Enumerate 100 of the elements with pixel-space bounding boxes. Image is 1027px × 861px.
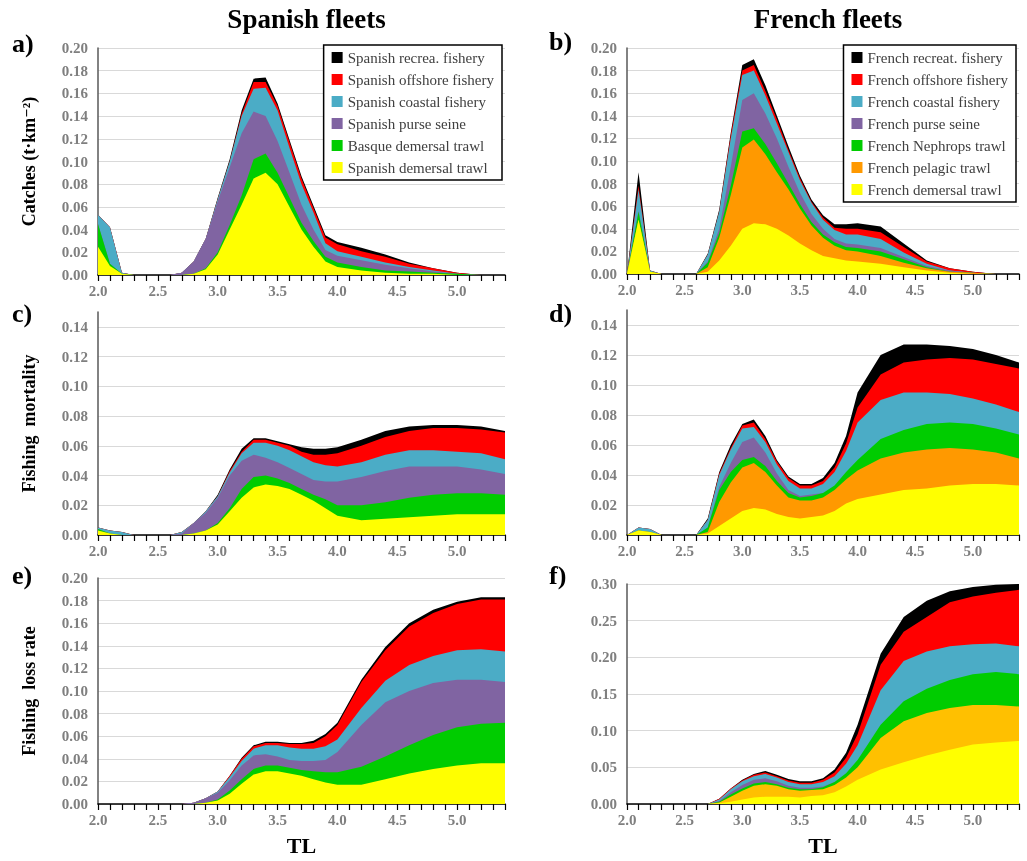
x-tick-label: 4.0 (848, 542, 867, 559)
x-tick-label: 2.0 (88, 542, 108, 559)
y-tick-label: 0.20 (590, 649, 617, 666)
y-tick-label: 0.02 (61, 244, 88, 261)
y-tick-label: 0.18 (61, 592, 88, 609)
x-tick-label: 4.5 (905, 811, 925, 828)
x-tick-label: 4.0 (848, 811, 867, 828)
y-tick-label: 0.00 (61, 796, 88, 812)
x-tick-label: 5.0 (447, 282, 467, 299)
y-tick-label: 0.00 (61, 527, 88, 543)
y-tick-label: 0.16 (590, 85, 618, 102)
y-tick-label: 0.08 (590, 175, 617, 192)
y-tick-label: 0.14 (590, 317, 618, 333)
y-tick-label: 0.02 (590, 243, 617, 260)
legend-label: Spanish recrea. fishery (347, 49, 486, 66)
x-tick-label: 5.0 (447, 811, 467, 828)
y-tick-label: 0.08 (61, 705, 88, 722)
x-tick-label: 4.0 (328, 811, 347, 828)
y-tick-label: 0.14 (590, 107, 618, 124)
y-tick-label: 0.15 (590, 686, 617, 702)
text: e) (12, 560, 33, 590)
x-tick-label: 4.0 (328, 542, 347, 559)
legend-label: French pelagic trawl (867, 159, 991, 176)
x-tick-label: 3.5 (790, 542, 810, 559)
y-tick-label: 0.04 (61, 750, 89, 767)
x-tick-label: 3.0 (208, 811, 228, 828)
y-tick-label: 0.00 (590, 527, 617, 543)
x-tick-label: 2.5 (675, 281, 695, 298)
legend-label: French coastal fishery (867, 93, 1001, 110)
x-tick-label: 2.5 (148, 282, 168, 299)
y-tick-label: 0.04 (590, 220, 618, 237)
text: f) (549, 560, 567, 590)
y-tick-label: 0.12 (61, 660, 88, 677)
y-tick-label: 0.18 (61, 62, 88, 79)
x-tick-label: 4.5 (905, 281, 925, 298)
y-tick-label: 0.16 (61, 85, 89, 102)
legend-label: French recreat. fishery (867, 49, 1004, 66)
chart-title: French fleets (753, 3, 903, 34)
y-axis-title: Fishing loss rate (19, 626, 39, 756)
y-tick-label: 0.04 (61, 221, 89, 238)
y-tick-label: 0.20 (590, 40, 617, 56)
y-tick-label: 0.10 (590, 153, 617, 169)
legend-label: French purse seine (867, 115, 981, 132)
legend-label: French Nephrops trawl (867, 137, 1006, 154)
y-tick-label: 0.12 (590, 347, 617, 363)
y-tick-label: 0.00 (590, 796, 617, 812)
y-tick-label: 0.20 (61, 40, 88, 56)
legend-label: Basque demersal trawl (347, 137, 485, 154)
y-tick-label: 0.08 (61, 408, 88, 425)
x-tick-label: 4.5 (387, 811, 407, 828)
x-tick-label: 3.0 (732, 542, 752, 559)
y-tick-label: 0.05 (590, 759, 617, 776)
x-tick-label: 2.5 (675, 811, 695, 828)
x-tick-label: 2.0 (88, 282, 108, 299)
x-tick-label: 3.0 (208, 542, 228, 559)
x-tick-label: 4.5 (905, 542, 925, 559)
y-tick-label: 0.08 (590, 407, 617, 423)
y-axis-title: Fishing mortality (19, 354, 39, 493)
x-tick-label: 3.5 (268, 282, 287, 299)
x-tick-label: 3.0 (732, 281, 752, 298)
legend-label: French demersal trawl (867, 181, 1002, 198)
x-tick-label: 4.0 (848, 281, 867, 298)
y-tick-label: 0.08 (61, 176, 88, 193)
x-tick-label: 3.0 (732, 811, 752, 828)
y-tick-label: 0.12 (61, 130, 88, 147)
y-tick-label: 0.06 (61, 198, 89, 215)
x-tick-label: 2.5 (148, 542, 168, 559)
x-tick-label: 3.5 (268, 811, 287, 828)
y-tick-label: 0.14 (61, 318, 89, 335)
x-tick-label: 4.0 (328, 282, 347, 299)
legend-label: Spanish demersal trawl (347, 159, 488, 176)
y-tick-label: 0.10 (61, 153, 88, 170)
y-tick-label: 0.10 (61, 378, 88, 395)
y-tick-label: 0.06 (590, 437, 618, 453)
x-tick-label: 3.0 (208, 282, 228, 299)
y-tick-label: 0.18 (590, 62, 617, 79)
text: d) (549, 298, 573, 328)
y-tick-label: 0.06 (61, 728, 89, 745)
y-tick-label: 0.02 (61, 773, 88, 790)
y-tick-label: 0.30 (590, 576, 617, 592)
x-tick-label: 5.0 (963, 542, 983, 559)
text: b) (549, 26, 573, 56)
text: c) (12, 298, 33, 328)
y-tick-label: 0.12 (590, 130, 617, 147)
x-tick-label: 3.5 (790, 811, 810, 828)
x-axis-title: TL (808, 832, 838, 858)
y-tick-label: 0.04 (61, 467, 89, 484)
y-tick-label: 0.06 (61, 437, 89, 454)
legend-label: Spanish purse seine (347, 115, 467, 132)
text: a) (12, 28, 34, 58)
x-tick-label: 2.5 (148, 811, 168, 828)
y-tick-label: 0.14 (61, 637, 89, 654)
y-tick-label: 0.10 (61, 683, 88, 699)
y-tick-label: 0.16 (61, 615, 89, 632)
x-tick-label: 4.5 (387, 282, 407, 299)
x-axis-title: TL (286, 832, 317, 858)
x-tick-label: 5.0 (963, 281, 983, 298)
y-tick-label: 0.25 (590, 612, 617, 629)
y-tick-label: 0.00 (61, 267, 88, 283)
x-tick-label: 2.0 (88, 811, 108, 828)
